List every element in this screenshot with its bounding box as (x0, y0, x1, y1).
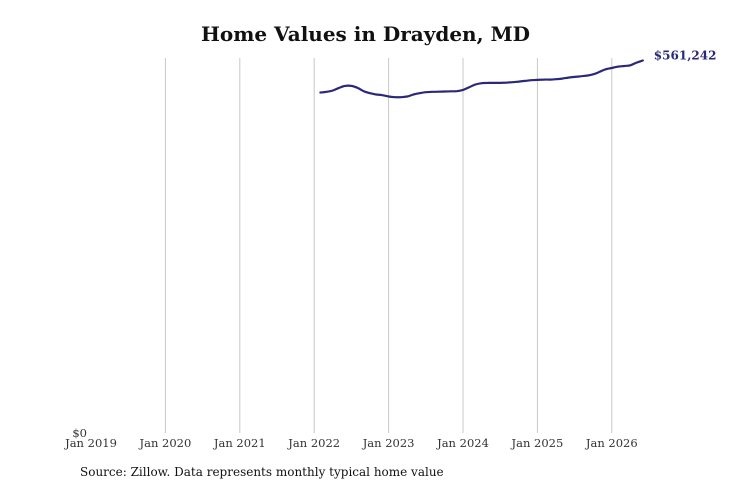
chart-title: Home Values in Drayden, MD (200, 22, 531, 46)
latest-value-label: $561,242 (654, 48, 717, 62)
x-tick-label: Jan 2019 (64, 436, 117, 450)
x-tick-label: Jan 2023 (362, 436, 415, 450)
home-value-line (319, 59, 644, 99)
x-tick-label: Jan 2022 (287, 436, 340, 450)
x-tick-label: Jan 2026 (585, 436, 638, 450)
x-tick-label: Jan 2020 (139, 436, 192, 450)
y-axis-ticks: $0 (72, 426, 87, 440)
x-axis-ticks: Jan 2019 Jan 2020 Jan 2021 Jan 2022 Jan 2023… (64, 436, 638, 450)
x-tick-label: Jan 2024 (436, 436, 489, 450)
grid-lines (164, 58, 613, 433)
source-note: Source: Zillow. Data represents monthly … (80, 465, 444, 479)
x-tick-label: Jan 2021 (213, 436, 266, 450)
x-tick-label: Jan 2025 (511, 436, 564, 450)
y-tick-label: $0 (72, 426, 87, 440)
